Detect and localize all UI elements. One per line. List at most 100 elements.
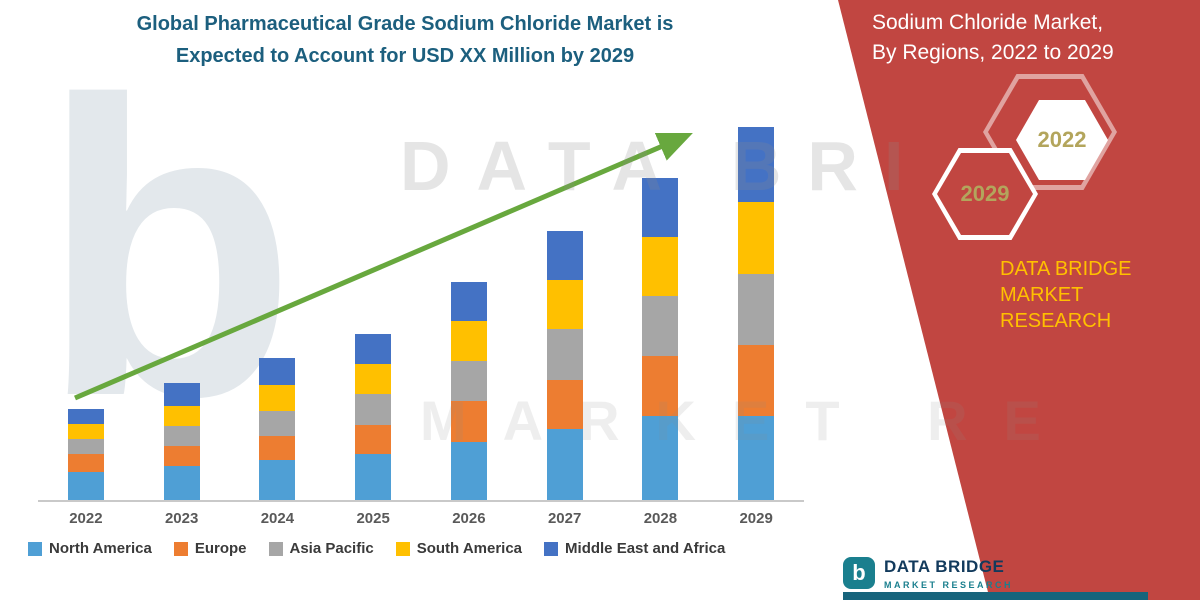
bar-segment [546,230,583,280]
bar-segment [259,460,296,500]
legend-swatch [268,541,283,556]
stacked-bar [67,408,104,500]
data-bridge-logo-icon: b [843,557,875,589]
bar-segment [163,405,200,426]
side-panel-title-line1: Sodium Chloride Market, [872,11,1104,34]
legend-item: Europe [173,540,247,557]
side-panel-title: Sodium Chloride Market, By Regions, 2022… [872,8,1192,69]
bar-segment [450,360,487,402]
bar-segment [355,424,392,455]
bar-segment [355,334,392,364]
x-tick-label: 2029 [739,510,773,527]
brand-text-line1: DATA BRIDGE MARKET [1000,258,1132,306]
legend-label: Asia Pacific [289,540,374,557]
legend-item: Asia Pacific [268,540,374,557]
bar-segment [163,425,200,447]
bar-segment [738,127,775,203]
legend-swatch [173,541,188,556]
bar-segment [259,410,296,437]
x-tick-label: 2023 [164,510,199,527]
bar-segment [546,329,583,381]
bar-segment [259,357,296,386]
bar-column-2024 [230,112,326,500]
legend-label: South America [416,540,523,557]
bar-column-2023 [134,112,230,500]
hexagon-outline [1016,100,1108,180]
legend-item: Middle East and Africa [544,540,725,557]
bar-segment [355,454,392,500]
legend-label: Middle East and Africa [565,540,726,557]
bar-segment [642,295,679,356]
bar-column-2028 [613,112,709,500]
bar-segment [546,428,583,500]
hexagon-year-label: 2022 [1037,127,1087,152]
legend-item: North America [28,540,152,557]
chart-title-line1: Global Pharmaceutical Grade Sodium Chlor… [136,13,674,35]
bar-segment [163,383,200,406]
legend-swatch [544,541,559,556]
chart-legend: North America Europe Asia Pacific South Ame… [28,540,747,557]
bar-segment [642,415,679,500]
stacked-bar [738,127,775,500]
chart-title: Global Pharmaceutical Grade Sodium Chlor… [85,8,725,72]
x-tick-label: 2027 [547,510,582,527]
bar-column-2029 [708,112,804,500]
hexagon-year-2022: 2022 [1016,100,1108,180]
brand-text-line2: RESEARCH [1000,310,1112,332]
x-tick-label: 2024 [260,510,295,527]
footer-brand-tagline: MARKET RESEARCH [884,580,1014,590]
bar-segment [67,408,104,424]
bar-segment [67,439,104,455]
x-tick-label: 2022 [69,510,103,527]
x-tick-label: 2028 [643,510,678,527]
x-tick-label: 2025 [356,510,390,527]
footer-logo: b DATA BRIDGE MARKET RESEARCH [843,557,1013,590]
hexagon-fill [937,153,1033,235]
bar-segment [738,415,775,500]
bar-segment [450,321,487,361]
stacked-bar-chart: 2022 2023 2024 2025 2026 2027 2028 2029 [38,112,804,527]
x-tick-label: 2026 [452,510,486,527]
chart-plot-area [38,112,804,502]
hexagon-year-2029: 2029 [932,148,1038,240]
footer-brand-name: DATA BRIDGE [884,557,1005,576]
stacked-bar [355,334,392,500]
bar-segment [67,454,104,472]
bar-segment [450,281,487,322]
bar-segment [450,442,487,500]
side-panel-title-line2: By Regions, 2022 to 2029 [872,41,1114,65]
legend-swatch [395,541,410,556]
bar-segment [738,202,775,274]
bar-segment [355,363,392,395]
bar-column-2022 [38,112,134,500]
brand-text: DATA BRIDGE MARKET RESEARCH [1000,256,1190,334]
bar-segment [642,236,679,296]
bar-segment [259,385,296,411]
bar-segment [67,423,104,440]
legend-label: North America [49,540,152,557]
bar-segment [738,273,775,345]
bar-column-2026 [421,112,517,500]
legend-item: South America [395,540,523,557]
bar-segment [546,279,583,330]
bar-column-2025 [325,112,421,500]
bar-column-2027 [517,112,613,500]
bar-segment [355,394,392,425]
legend-swatch [28,541,42,556]
bar-segment [259,436,296,461]
legend-label: Europe [194,540,247,557]
bar-segment [738,344,775,416]
stacked-bar [546,230,583,500]
stacked-bar [259,357,296,500]
footer-logo-band [843,592,1148,600]
x-axis-labels: 2022 2023 2024 2025 2026 2027 2028 2029 [38,510,804,527]
stacked-bar [450,281,487,500]
bar-segment [67,471,104,500]
chart-title-line2: Expected to Account for USD XX Million b… [175,45,635,67]
bar-segment [642,178,679,237]
bar-segment [163,446,200,467]
bar-segment [642,355,679,416]
hexagon-year-label: 2029 [960,181,1010,206]
stacked-bar [642,178,679,500]
